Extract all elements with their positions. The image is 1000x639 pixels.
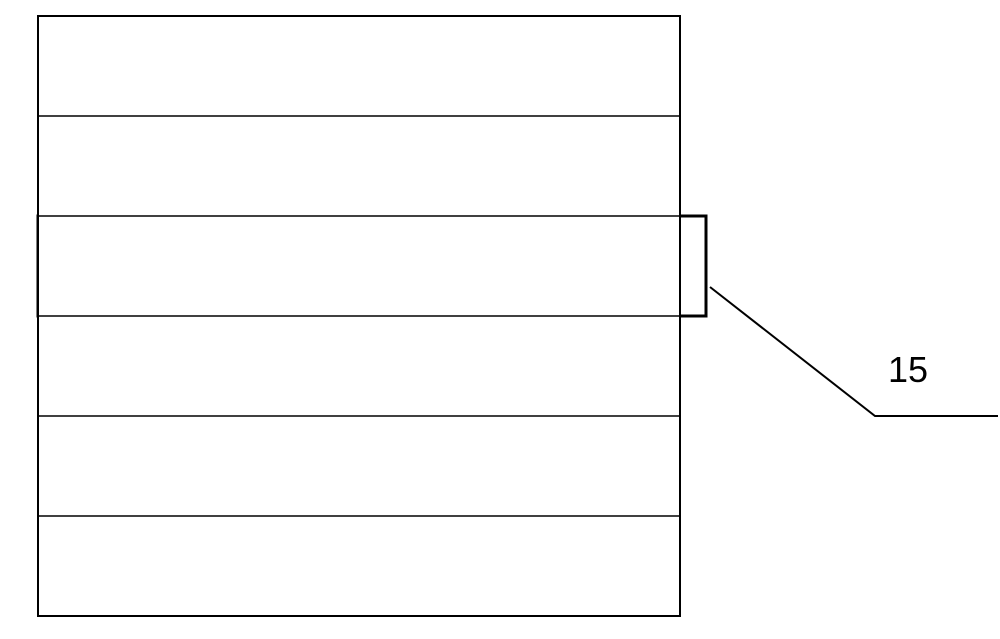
diagram-canvas (0, 0, 1000, 634)
callout-label: 15 (888, 349, 928, 391)
brick-diagram-svg (0, 0, 1000, 634)
